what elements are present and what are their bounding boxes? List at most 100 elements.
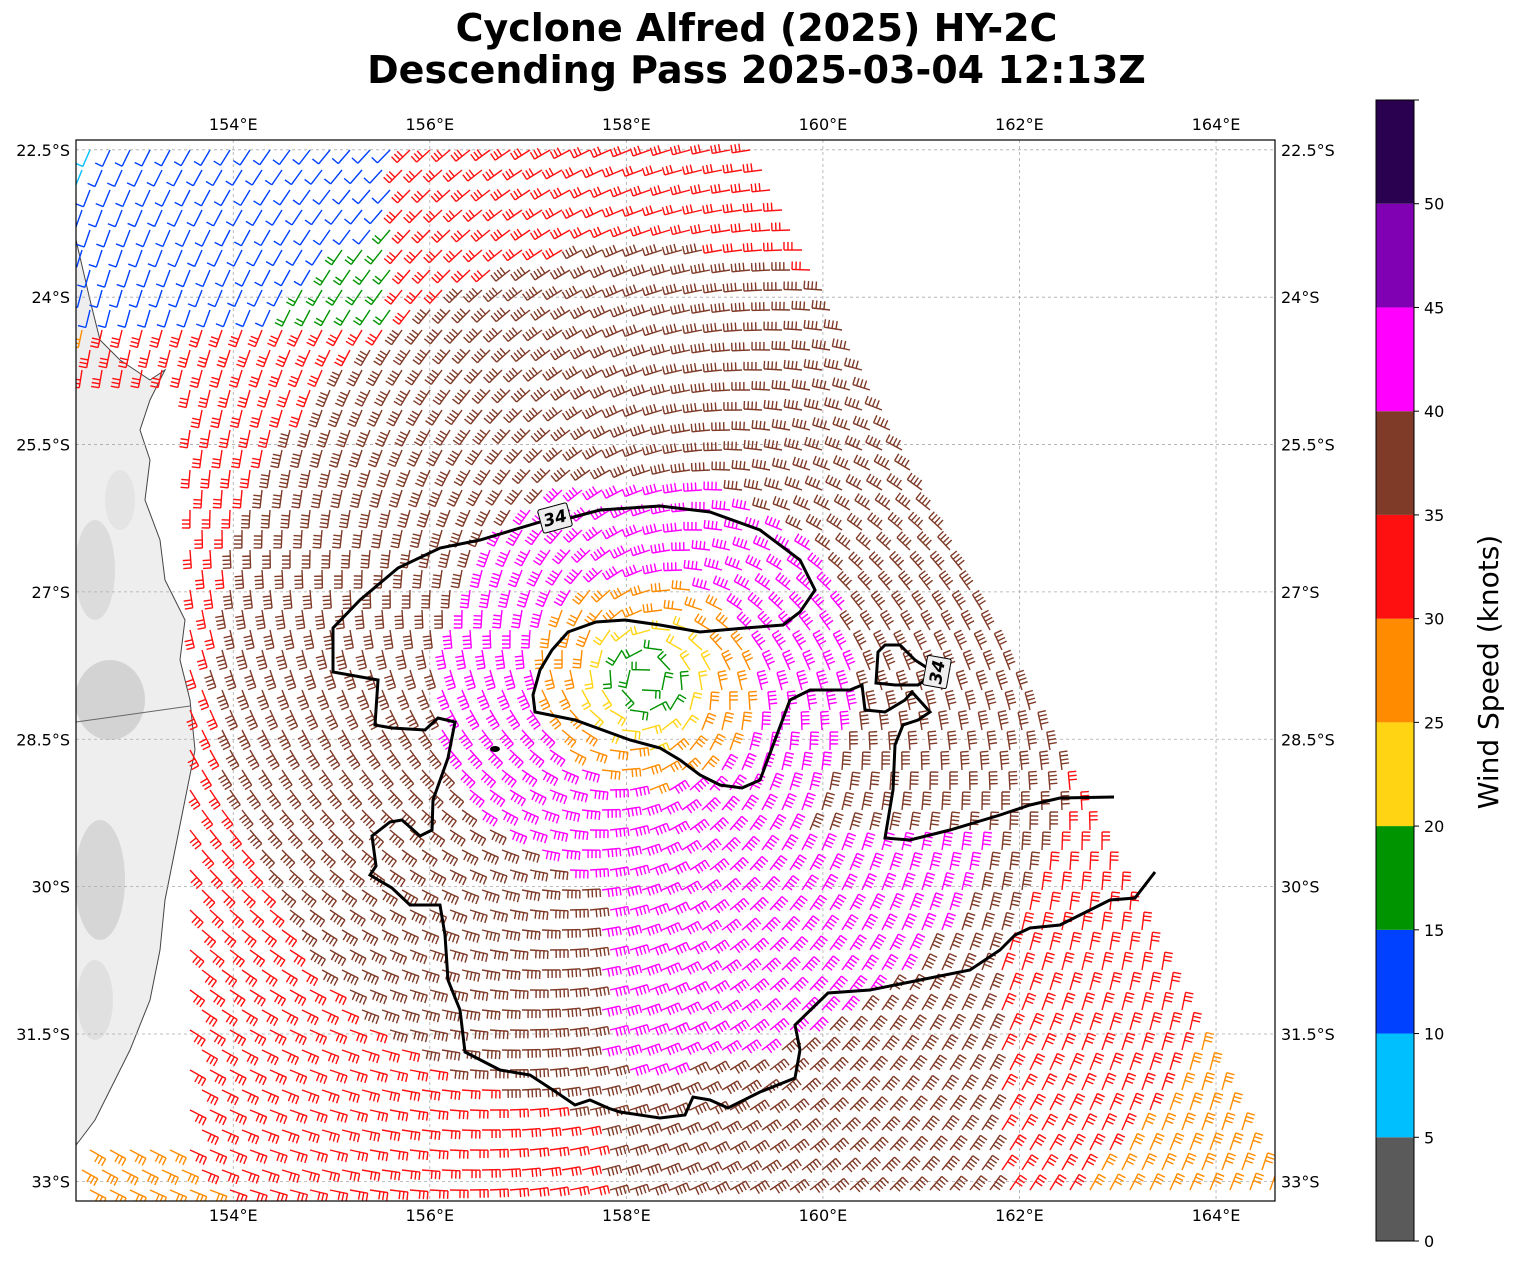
wind-barb [549, 187, 571, 200]
wind-barb [415, 469, 431, 488]
wind-barb [549, 147, 571, 160]
wind-barb [227, 329, 243, 348]
wind-barb [237, 389, 251, 408]
wind-barb [886, 473, 903, 491]
wind-barb [931, 589, 946, 611]
wind-barb [791, 300, 811, 311]
wind-barb [683, 521, 703, 531]
wind-barb [590, 589, 611, 603]
colorbar-tick-label: 40 [1424, 402, 1444, 421]
lon-tick-bottom: 162°E [995, 1206, 1044, 1225]
wind-barb [416, 689, 430, 711]
colorbar-tick-label: 50 [1424, 195, 1444, 214]
wind-barb [409, 529, 423, 549]
wind-barb [334, 349, 351, 367]
wind-barb [848, 551, 864, 571]
wind-barb [561, 366, 583, 381]
wind-barb [271, 489, 283, 509]
wind-barb [109, 329, 123, 349]
wind-barb [681, 204, 703, 215]
wind-barb [351, 529, 363, 549]
wind-barb [334, 569, 343, 589]
wind-barb [395, 649, 407, 671]
wind-barb [803, 319, 823, 331]
wind-barb [844, 396, 863, 411]
wind-barb [490, 347, 511, 363]
wind-barb [561, 167, 583, 179]
wind-barb [345, 329, 363, 347]
wind-barb [462, 249, 483, 263]
wind-barb [551, 549, 571, 565]
wind-barb [535, 589, 551, 608]
wind-barb [344, 669, 357, 691]
wind-barb [214, 529, 223, 549]
wind-barb [850, 590, 865, 611]
wind-barb [459, 589, 471, 609]
wind-barb [876, 531, 892, 551]
wind-barb [879, 609, 894, 631]
wind-barb [750, 183, 771, 193]
colorbar-bin [1376, 722, 1414, 827]
wind-barb [96, 229, 111, 248]
lon-tick-bottom: 158°E [602, 1206, 651, 1225]
wind-barb [683, 559, 703, 571]
wind-barb [218, 429, 231, 449]
wind-barb [832, 455, 851, 471]
wind-barb [846, 512, 863, 531]
wind-barb [710, 382, 731, 392]
wind-barb [295, 649, 308, 671]
wind-barb [402, 169, 423, 183]
wind-barb [284, 169, 303, 186]
wind-barb [464, 449, 483, 466]
wind-barb [195, 269, 211, 288]
wind-barb [907, 511, 924, 531]
wind-barb [179, 429, 191, 449]
wind-barb [792, 456, 811, 471]
wind-barb [690, 184, 711, 195]
wind-barb [201, 509, 211, 529]
wind-barb [180, 469, 191, 489]
wind-barb [186, 209, 203, 227]
wind-barb [889, 550, 905, 571]
wind-barb [641, 323, 663, 337]
wind-barb [302, 589, 313, 610]
wind-barb [650, 582, 671, 593]
wind-barb [509, 148, 531, 161]
wind-barb [248, 369, 263, 388]
wind-barb [174, 229, 191, 248]
wind-barb [118, 349, 131, 369]
wind-barb [503, 669, 516, 691]
wind-barb [423, 249, 443, 264]
wind-barb [349, 489, 363, 509]
wind-barb [563, 569, 583, 585]
wind-barb [781, 649, 796, 671]
wind-barb [721, 649, 733, 671]
wind-barb [390, 149, 411, 164]
wind-barb [601, 284, 623, 298]
wind-barb [589, 265, 611, 279]
lat-tick-right: 24°S [1281, 288, 1320, 307]
wind-barb [174, 189, 191, 207]
wind-barb [641, 403, 663, 416]
wind-barb [882, 649, 896, 671]
wind-barb [285, 249, 303, 266]
wind-barb [609, 384, 631, 398]
wind-barb [641, 443, 663, 456]
wind-barb [909, 550, 925, 571]
wind-barb [304, 209, 323, 226]
wind-barb [742, 282, 763, 292]
wind-barb [751, 381, 771, 391]
colorbar-bin [1376, 100, 1414, 204]
wind-barb [763, 477, 783, 491]
lon-tick-bottom: 160°E [799, 1206, 848, 1225]
wind-barb [502, 367, 523, 383]
wind-barb [890, 590, 906, 611]
colorbar-tick-label: 20 [1424, 817, 1444, 836]
wind-barb [814, 532, 831, 551]
wind-barb [353, 569, 363, 589]
wind-barb [710, 223, 731, 234]
wind-barb [490, 307, 511, 323]
wind-barb [516, 589, 531, 608]
wind-barb [601, 566, 623, 581]
wind-barb [569, 345, 591, 360]
